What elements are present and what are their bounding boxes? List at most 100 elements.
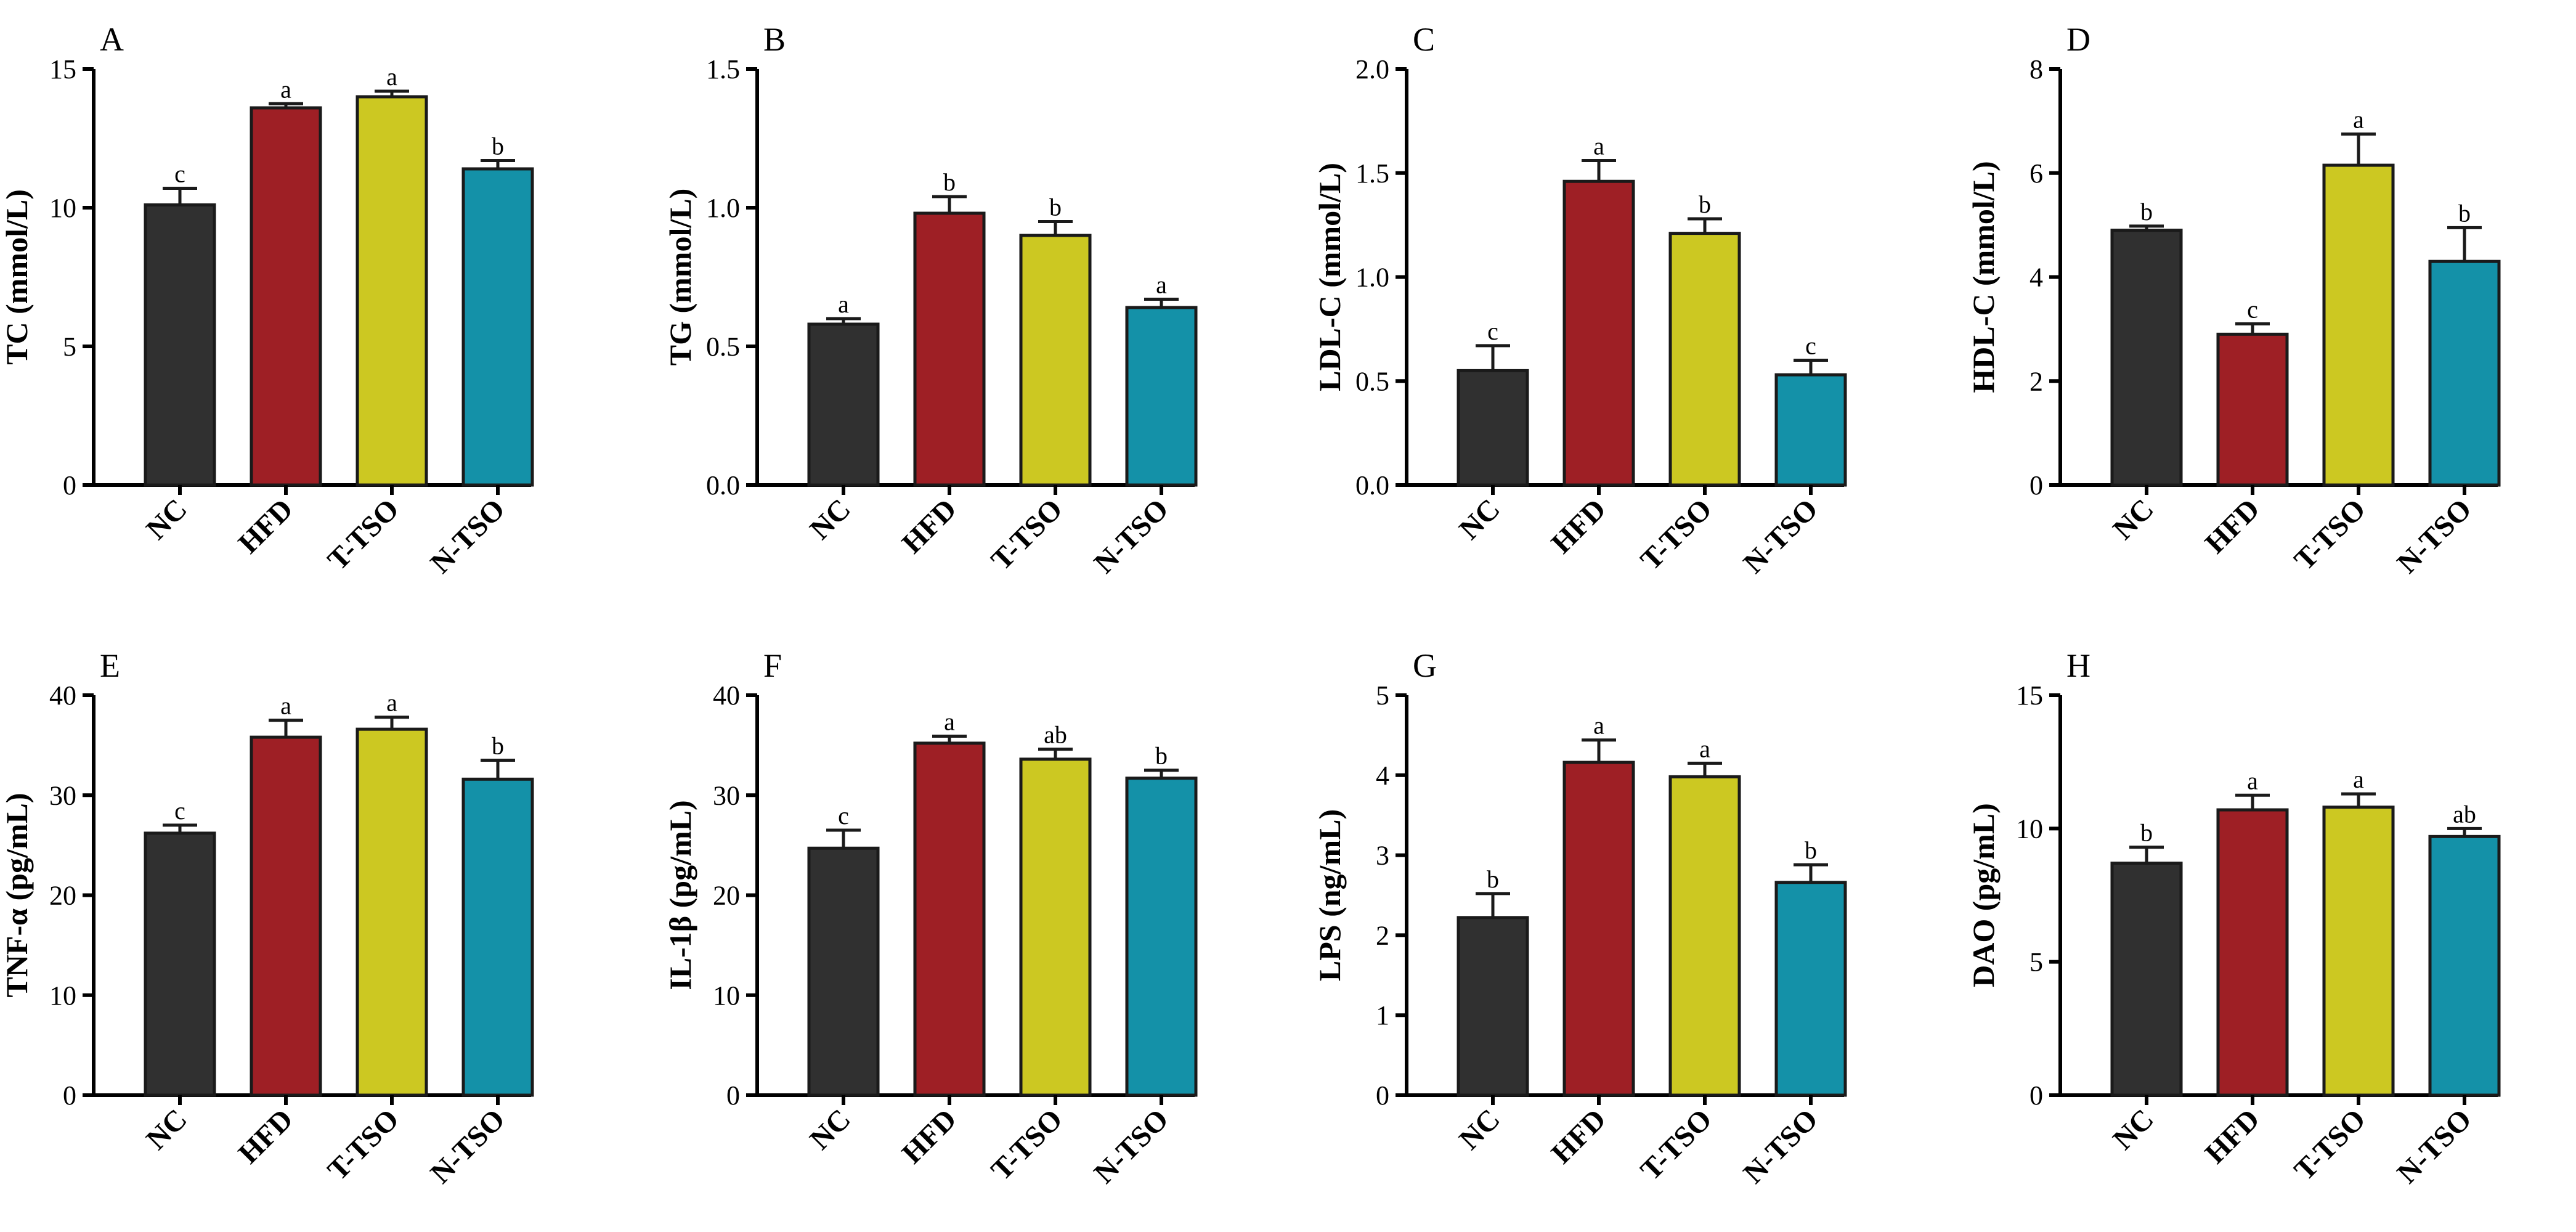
- y-tick-label: 0.5: [1355, 366, 1389, 396]
- y-axis-label: DAO (pg/mL): [1966, 803, 2001, 987]
- y-tick-label: 2: [1376, 920, 1389, 950]
- category-label: HFD: [1545, 492, 1612, 560]
- bar-t-tso: [356, 95, 428, 487]
- bar-n-tso: [461, 167, 534, 487]
- y-tick-label: 5: [2030, 947, 2043, 977]
- category-label: HFD: [2199, 492, 2266, 560]
- y-tick-label: 40: [49, 680, 76, 711]
- bar-n-tso: [1774, 881, 1847, 1097]
- panel-c: C LDL-C (mmol/L) 0.0 0.5 1.0 1.5 2.0 c NC a HFD b T-…: [1312, 21, 1847, 580]
- y-tick-label: 1.0: [1355, 263, 1389, 293]
- bar-nc: [1457, 369, 1529, 487]
- y-tick-label: 0: [63, 470, 76, 500]
- y-tick-label: 0.0: [706, 470, 740, 500]
- significance-label: a: [280, 692, 291, 720]
- category-label: T-TSO: [2288, 1103, 2372, 1186]
- y-tick-label: 10: [49, 193, 76, 223]
- y-tick-label: 15: [49, 54, 76, 84]
- panel-letter: A: [100, 21, 124, 58]
- significance-label: a: [1593, 133, 1604, 160]
- panel-d: D HDL-C (mmol/L) 0 2 4 6 8 b NC c HFD a T-TSO b N-TSO: [1966, 21, 2501, 580]
- category-label: NC: [2107, 492, 2160, 545]
- category-label: NC: [803, 1103, 856, 1156]
- category-label: NC: [2107, 1103, 2160, 1156]
- y-tick-label: 0.5: [706, 332, 740, 362]
- significance-label: b: [1805, 836, 1817, 864]
- panel-h: H DAO (pg/mL) 0 5 10 15 b NC a HFD a T-TSO ab N-TSO: [1966, 647, 2501, 1190]
- panel-letter: C: [1413, 21, 1435, 58]
- category-label: HFD: [232, 492, 299, 560]
- significance-label: b: [1699, 190, 1711, 218]
- bar-nc: [1457, 916, 1529, 1097]
- y-tick-label: 5: [63, 332, 76, 362]
- bar-hfd: [1562, 179, 1635, 487]
- significance-label: a: [944, 708, 955, 736]
- significance-label: a: [386, 63, 397, 91]
- y-tick-label: 3: [1376, 841, 1389, 871]
- y-tick-label: 0: [2030, 470, 2043, 500]
- category-label: N-TSO: [1737, 1103, 1824, 1189]
- category-label: NC: [1453, 1103, 1506, 1156]
- bar-hfd: [913, 211, 986, 487]
- significance-label: a: [2247, 767, 2258, 794]
- y-tick-label: 30: [49, 780, 76, 810]
- y-tick-label: 20: [49, 881, 76, 911]
- significance-label: b: [492, 732, 504, 759]
- panel-g: G LPS (ng/mL) 0 1 2 3 4 5 b NC a HFD a T-TSO b N-TSO: [1312, 647, 1847, 1190]
- category-label: NC: [1453, 492, 1506, 545]
- panel-a: A TC (mmol/L) 0 5 10 15 c NC a HFD a T-TSO b N-TSO: [0, 21, 534, 580]
- y-tick-label: 1.0: [706, 193, 740, 223]
- category-label: T-TSO: [322, 492, 405, 576]
- panel-letter: B: [763, 21, 786, 58]
- bar-n-tso: [461, 777, 534, 1097]
- significance-label: b: [1487, 865, 1499, 893]
- significance-label: c: [1805, 332, 1816, 360]
- significance-label: c: [1487, 317, 1498, 345]
- y-tick-label: 0: [1376, 1080, 1389, 1111]
- category-label: NC: [140, 492, 193, 545]
- y-axis-label: TC (mmol/L): [0, 189, 34, 365]
- y-tick-label: 5: [1376, 680, 1389, 711]
- bar-t-tso: [356, 727, 428, 1097]
- y-tick-label: 10: [713, 981, 740, 1011]
- panel-e: E TNF-α (pg/mL) 0 10 20 30 40 c NC a HFD a T-TSO b N-T…: [0, 647, 534, 1190]
- y-tick-label: 10: [49, 981, 76, 1011]
- y-tick-label: 40: [713, 680, 740, 711]
- significance-label: b: [2140, 198, 2153, 226]
- y-axis-label: LDL-C (mmol/L): [1312, 163, 1347, 391]
- bar-hfd: [2216, 808, 2289, 1097]
- y-tick-label: 6: [2030, 158, 2043, 189]
- panel-f: F IL-1β (pg/mL) 0 10 20 30 40 c NC a HFD ab T-TSO b N-…: [663, 647, 1198, 1190]
- panel-letter: F: [763, 647, 782, 684]
- significance-label: a: [2353, 765, 2364, 793]
- y-axis-label: LPS (ng/mL): [1312, 809, 1347, 981]
- category-label: HFD: [896, 1103, 963, 1170]
- significance-label: c: [174, 797, 185, 825]
- bar-nc: [2110, 229, 2183, 487]
- bar-t-tso: [1668, 775, 1741, 1097]
- bar-t-tso: [1019, 234, 1092, 487]
- bar-n-tso: [1125, 777, 1198, 1097]
- bar-t-tso: [1019, 757, 1092, 1097]
- category-label: HFD: [2199, 1103, 2266, 1170]
- bar-n-tso: [1125, 306, 1198, 487]
- significance-label: c: [838, 802, 849, 830]
- bar-hfd: [1562, 761, 1635, 1097]
- y-axis-label: HDL-C (mmol/L): [1966, 161, 2001, 393]
- significance-label: a: [386, 689, 397, 717]
- category-label: N-TSO: [425, 492, 511, 579]
- y-tick-label: 20: [713, 881, 740, 911]
- y-axis-label: IL-1β (pg/mL): [663, 800, 697, 990]
- bar-n-tso: [2428, 834, 2501, 1097]
- panel-letter: D: [2066, 21, 2090, 58]
- significance-label: b: [1049, 194, 1062, 221]
- y-axis-label: TG (mmol/L): [663, 189, 697, 365]
- category-label: HFD: [896, 492, 963, 560]
- significance-label: b: [1155, 742, 1168, 770]
- category-label: N-TSO: [2391, 492, 2478, 579]
- significance-label: c: [2247, 295, 2258, 323]
- significance-label: b: [943, 168, 956, 196]
- bar-hfd: [2216, 332, 2289, 487]
- category-label: T-TSO: [985, 492, 1069, 576]
